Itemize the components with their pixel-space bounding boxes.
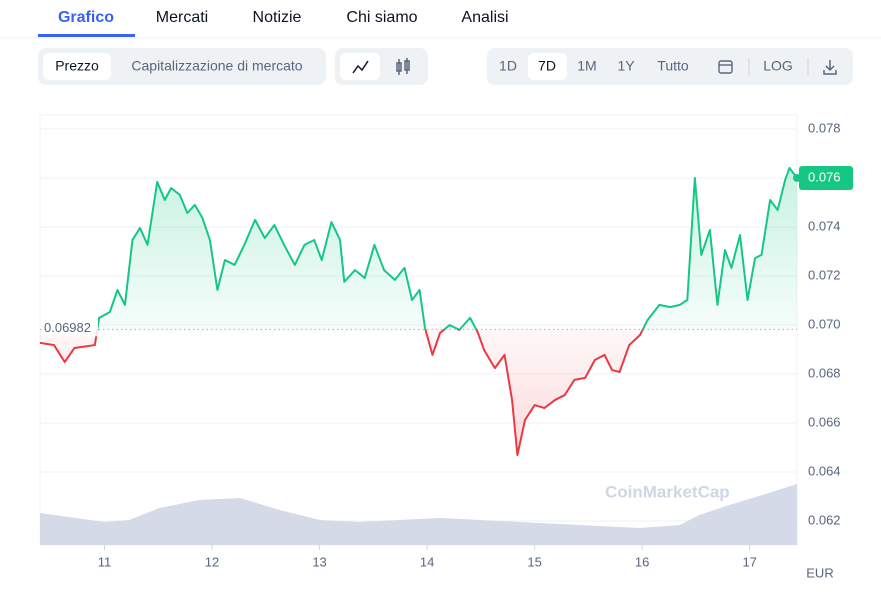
price-area bbox=[40, 167, 797, 456]
volume-layer bbox=[40, 484, 797, 545]
line-icon bbox=[352, 60, 369, 74]
x-tick-label: 14 bbox=[420, 554, 434, 569]
tab[interactable]: Analisi bbox=[461, 9, 508, 26]
range-button[interactable]: 1M bbox=[577, 58, 596, 74]
tab-underline bbox=[38, 34, 135, 37]
tab[interactable]: Grafico bbox=[58, 9, 114, 26]
toggle-button[interactable]: Prezzo bbox=[55, 58, 99, 74]
range-button[interactable]: 1Y bbox=[617, 58, 635, 74]
x-tick-label: 13 bbox=[312, 554, 326, 569]
y-tick-label: 0.066 bbox=[808, 414, 841, 429]
download-icon[interactable] bbox=[823, 60, 837, 75]
log-button[interactable]: LOG bbox=[763, 58, 793, 74]
y-tick-label: 0.072 bbox=[808, 267, 841, 282]
y-tick-label: 0.078 bbox=[808, 120, 841, 135]
x-tick-label: 11 bbox=[98, 554, 112, 569]
baseline-label: 0.06982 bbox=[44, 320, 91, 335]
y-tick-label: 0.062 bbox=[808, 512, 841, 527]
currency-label: EUR bbox=[806, 565, 833, 580]
y-tick-label: 0.064 bbox=[808, 463, 841, 478]
x-tick-label: 12 bbox=[205, 554, 219, 569]
range-button[interactable]: 1D bbox=[499, 58, 517, 74]
toggle-active bbox=[43, 53, 111, 80]
current-price-label: 0.076 bbox=[808, 169, 841, 184]
x-tick-label: 16 bbox=[635, 554, 649, 569]
x-tick-label: 17 bbox=[742, 554, 756, 569]
range-group bbox=[487, 48, 853, 85]
price-line bbox=[39, 166, 798, 457]
line-type-button[interactable] bbox=[340, 53, 380, 80]
range-active bbox=[528, 53, 567, 80]
current-price-badge bbox=[799, 165, 853, 190]
range-button[interactable]: 7D bbox=[538, 58, 556, 74]
plot-frame bbox=[39, 114, 798, 546]
watermark: CoinMarketCap bbox=[605, 482, 730, 501]
volume-area bbox=[40, 484, 797, 545]
price-layer: 0.06982 bbox=[39, 166, 801, 457]
tab[interactable]: Chi siamo bbox=[346, 9, 417, 26]
baseline-label-bg bbox=[42, 320, 98, 337]
calendar-icon[interactable] bbox=[718, 60, 733, 74]
y-tick-label: 0.070 bbox=[808, 316, 841, 331]
tab[interactable]: Mercati bbox=[156, 9, 208, 26]
y-tick-label: 0.074 bbox=[808, 218, 841, 233]
range-button[interactable]: Tutto bbox=[657, 58, 689, 74]
candle-icon[interactable] bbox=[396, 58, 410, 75]
tab[interactable]: Notizie bbox=[253, 9, 302, 26]
toggle-button[interactable]: Capitalizzazione di mercato bbox=[131, 58, 302, 74]
x-tick-label: 15 bbox=[527, 554, 541, 569]
y-tick-label: 0.068 bbox=[808, 365, 841, 380]
